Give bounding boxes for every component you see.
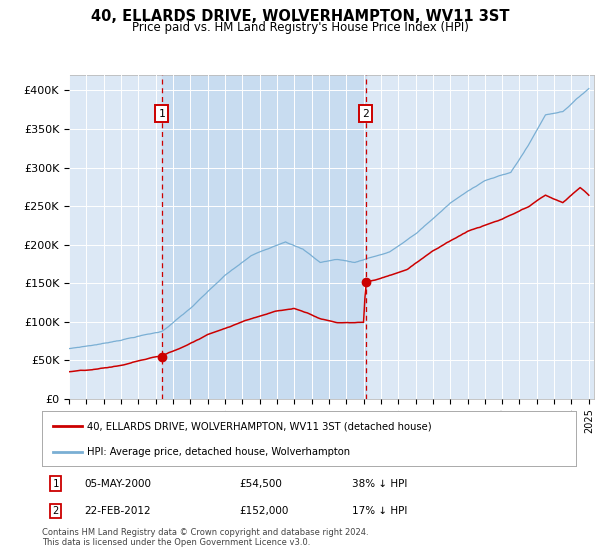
Text: 1: 1 [52,479,58,488]
Text: 2: 2 [52,506,58,516]
Text: 40, ELLARDS DRIVE, WOLVERHAMPTON, WV11 3ST: 40, ELLARDS DRIVE, WOLVERHAMPTON, WV11 3… [91,9,509,24]
Text: £152,000: £152,000 [239,506,289,516]
Text: 05-MAY-2000: 05-MAY-2000 [85,479,152,488]
Text: Price paid vs. HM Land Registry's House Price Index (HPI): Price paid vs. HM Land Registry's House … [131,21,469,34]
Text: 40, ELLARDS DRIVE, WOLVERHAMPTON, WV11 3ST (detached house): 40, ELLARDS DRIVE, WOLVERHAMPTON, WV11 3… [88,422,432,431]
Bar [161,75,366,399]
Text: 1: 1 [158,109,165,119]
Text: Contains HM Land Registry data © Crown copyright and database right 2024.
This d: Contains HM Land Registry data © Crown c… [42,528,368,547]
Text: 38% ↓ HPI: 38% ↓ HPI [352,479,407,488]
Text: 2: 2 [362,109,369,119]
Text: £54,500: £54,500 [239,479,283,488]
Text: HPI: Average price, detached house, Wolverhampton: HPI: Average price, detached house, Wolv… [88,447,350,457]
Text: 22-FEB-2012: 22-FEB-2012 [85,506,151,516]
Text: 17% ↓ HPI: 17% ↓ HPI [352,506,407,516]
